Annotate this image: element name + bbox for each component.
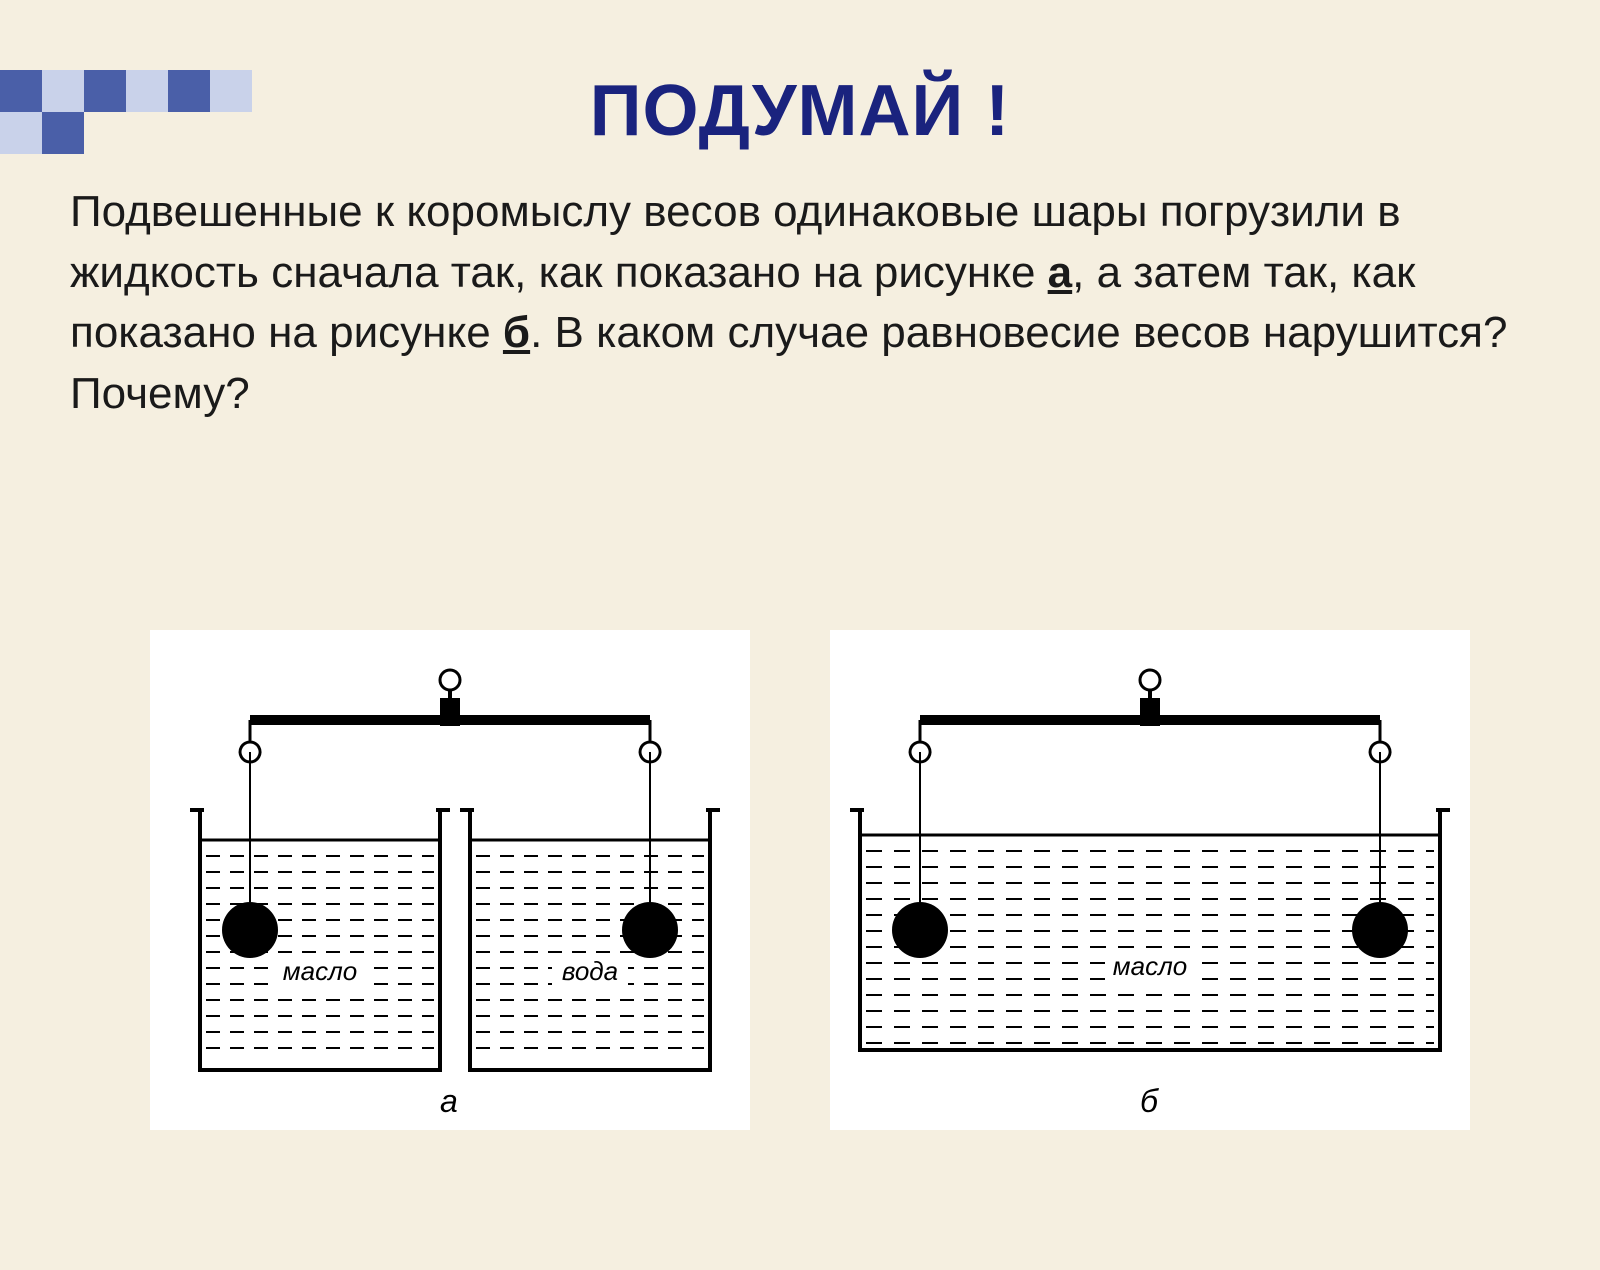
svg-text:масло: масло — [283, 956, 357, 986]
figure-a-caption: а — [440, 1083, 458, 1120]
svg-text:масло: масло — [1113, 951, 1187, 981]
figure-a-svg: масло вода — [150, 630, 750, 1130]
ref-a: а — [1048, 248, 1072, 297]
figure-b-caption: б — [1140, 1083, 1158, 1120]
figure-b-panel: масло б — [830, 630, 1470, 1130]
svg-text:вода: вода — [562, 956, 618, 986]
corner-decoration — [0, 70, 280, 160]
figure-area: масло вода а масло б — [0, 620, 1600, 1220]
problem-text: Подвешенные к коромыслу весов одинаковые… — [70, 182, 1530, 425]
figure-b-svg: масло — [830, 630, 1470, 1130]
figure-a-panel: масло вода а — [150, 630, 750, 1130]
ref-b: б — [503, 308, 530, 357]
